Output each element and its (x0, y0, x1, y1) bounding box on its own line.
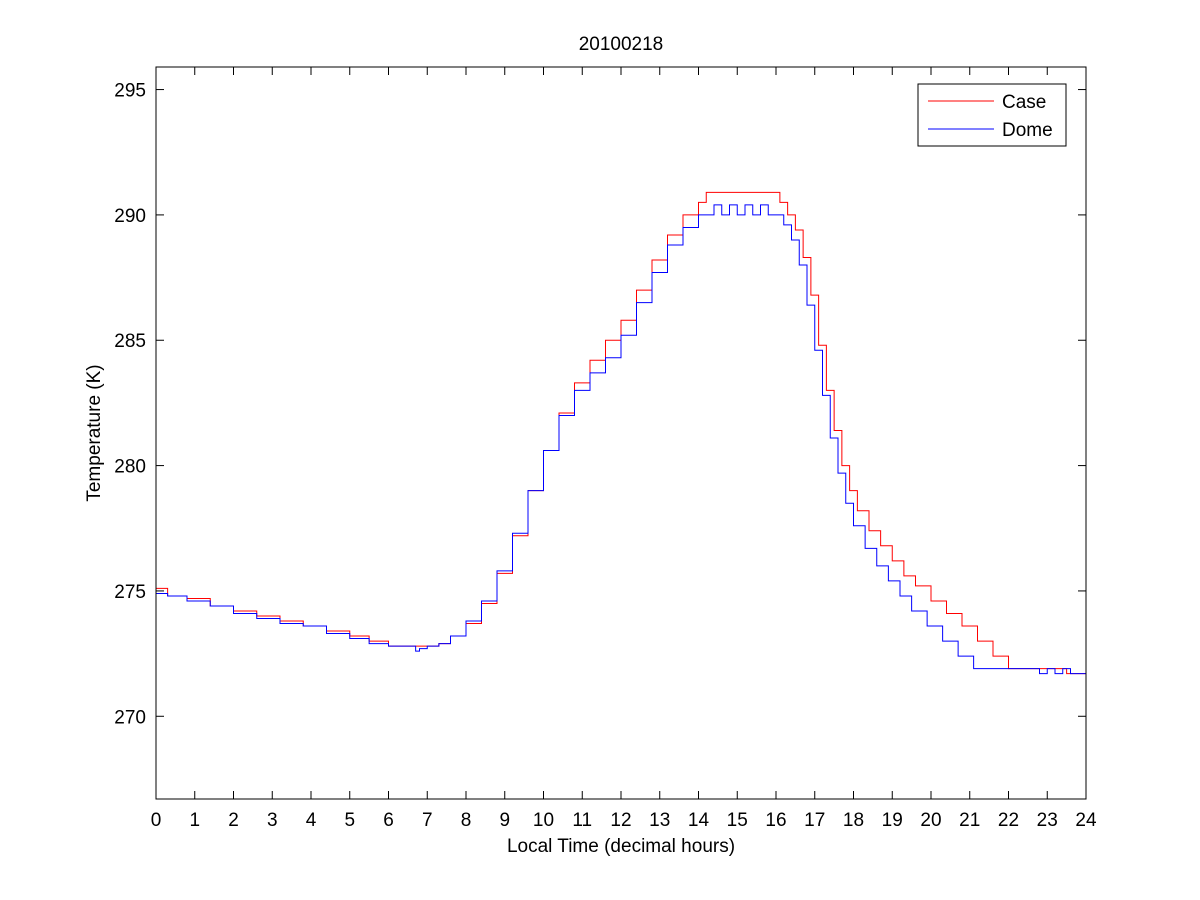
x-tick-label: 0 (151, 810, 162, 831)
y-tick-label: 295 (114, 81, 146, 102)
x-tick-label: 2 (228, 810, 239, 831)
y-axis-label: Temperature (K) (84, 364, 105, 501)
x-tick-label: 19 (882, 810, 903, 831)
x-tick-label: 15 (727, 810, 748, 831)
plot-area (156, 67, 1086, 799)
x-tick-label: 4 (306, 810, 317, 831)
x-tick-label: 3 (267, 810, 278, 831)
series-line-dome (156, 204, 1086, 675)
chart-title: 20100218 (579, 34, 664, 55)
x-tick-label: 14 (688, 810, 710, 831)
legend: Case Dome (917, 83, 1067, 147)
y-tick-label: 285 (114, 331, 146, 352)
legend-label-dome: Dome (1002, 120, 1053, 141)
y-tick-label: 280 (114, 457, 146, 478)
series-layer (156, 191, 1086, 675)
x-tick-label: 16 (765, 810, 786, 831)
x-tick-label: 10 (533, 810, 554, 831)
x-tick-label: 17 (804, 810, 825, 831)
y-axis-ticks: 270 275 280 285 290 295 (114, 81, 1086, 728)
x-tick-label: 18 (843, 810, 864, 831)
x-tick-label: 5 (344, 810, 355, 831)
x-tick-label: 1 (189, 810, 200, 831)
x-tick-label: 20 (920, 810, 941, 831)
series-line-case (156, 191, 1086, 675)
y-tick-label: 275 (114, 582, 146, 603)
x-tick-label: 6 (383, 810, 394, 831)
y-tick-label: 270 (114, 707, 146, 728)
x-tick-label: 11 (572, 810, 592, 831)
legend-label-case: Case (1002, 92, 1046, 113)
x-tick-label: 9 (499, 810, 510, 831)
legend-box (917, 83, 1067, 147)
x-tick-label: 21 (959, 810, 980, 831)
x-tick-label: 12 (610, 810, 631, 831)
x-axis-ticks: 0 1 2 3 4 5 6 7 8 9 10 11 12 13 14 15 16 17 18 19 20 21 22 23 24 (151, 67, 1097, 831)
y-tick-label: 290 (114, 206, 146, 227)
x-tick-label: 23 (1037, 810, 1058, 831)
x-tick-label: 22 (998, 810, 1019, 831)
x-tick-label: 13 (649, 810, 670, 831)
x-tick-label: 7 (422, 810, 433, 831)
x-axis-label: Local Time (decimal hours) (507, 836, 735, 857)
x-tick-label: 24 (1075, 810, 1097, 831)
x-tick-label: 8 (461, 810, 472, 831)
